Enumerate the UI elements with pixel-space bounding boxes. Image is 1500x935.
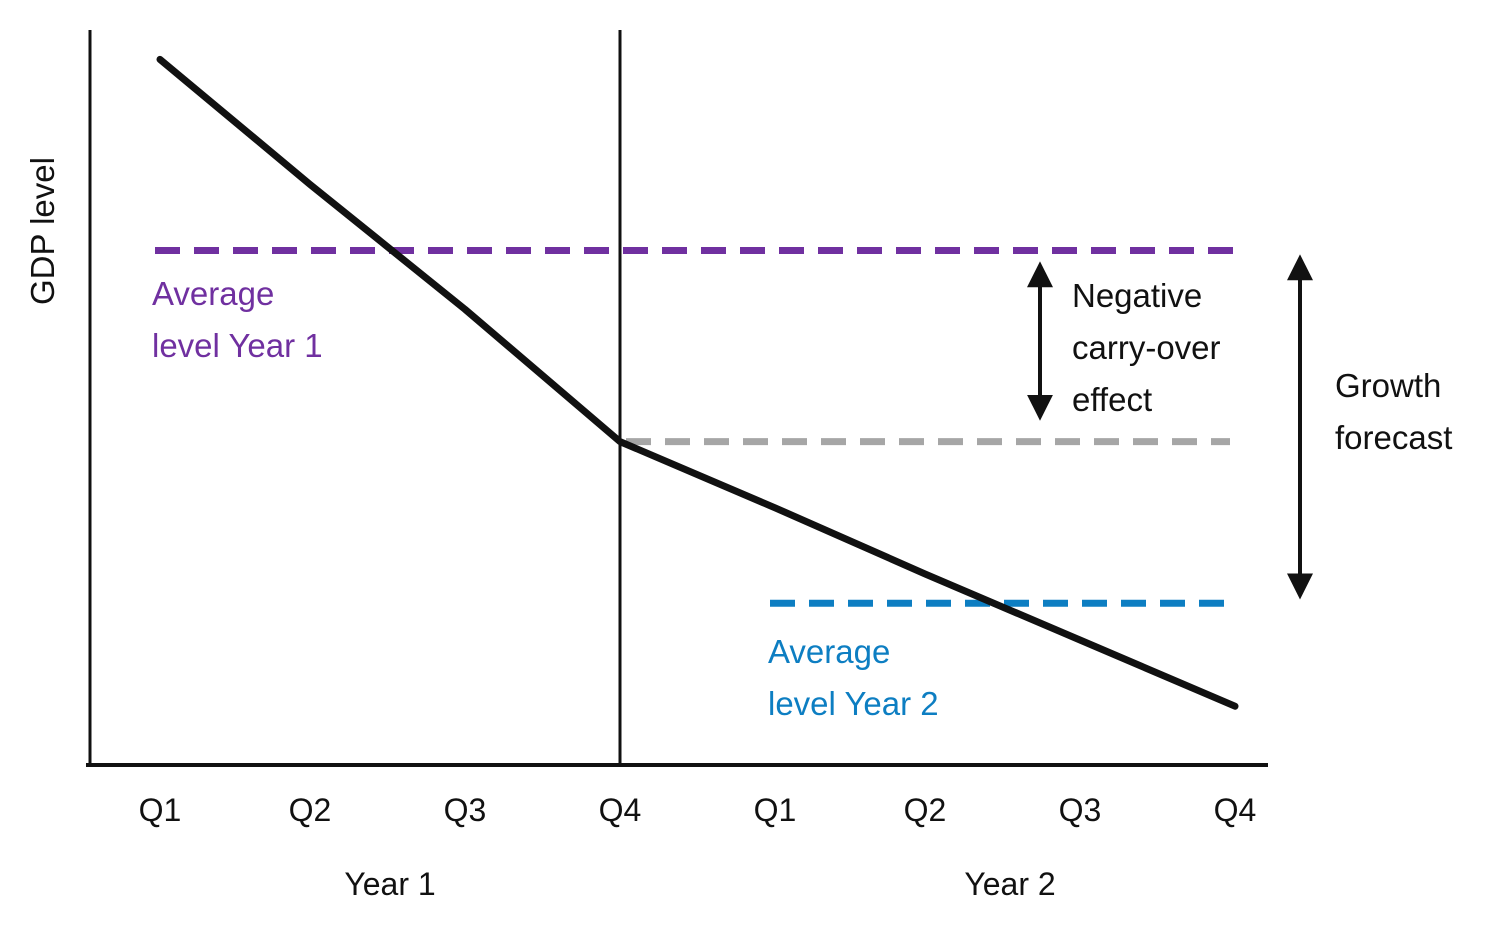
- avg-year2-label: Average level Year 2: [768, 633, 939, 722]
- y-axis-title: GDP level: [24, 157, 61, 305]
- year1-label: Year 1: [344, 866, 436, 902]
- tick-label-y1-q4: Q4: [598, 792, 642, 828]
- gdp-line: [156, 55, 1239, 710]
- tick-label-y2-q2: Q2: [903, 792, 947, 828]
- year2-label: Year 2: [964, 866, 1056, 902]
- negative-carryover-label: Negative carry-over effect: [1072, 277, 1221, 418]
- avg-year1-label: Average level Year 1: [152, 275, 323, 364]
- tick-label-y1-q1: Q1: [138, 792, 182, 828]
- tick-label-y2-q3: Q3: [1058, 792, 1102, 828]
- tick-label-y2-q4: Q4: [1213, 792, 1257, 828]
- tick-label-y2-q1: Q1: [753, 792, 797, 828]
- tick-label-y1-q2: Q2: [288, 792, 332, 828]
- tick-label-y1-q3: Q3: [443, 792, 487, 828]
- growth-forecast-label: Growth forecast: [1335, 367, 1453, 456]
